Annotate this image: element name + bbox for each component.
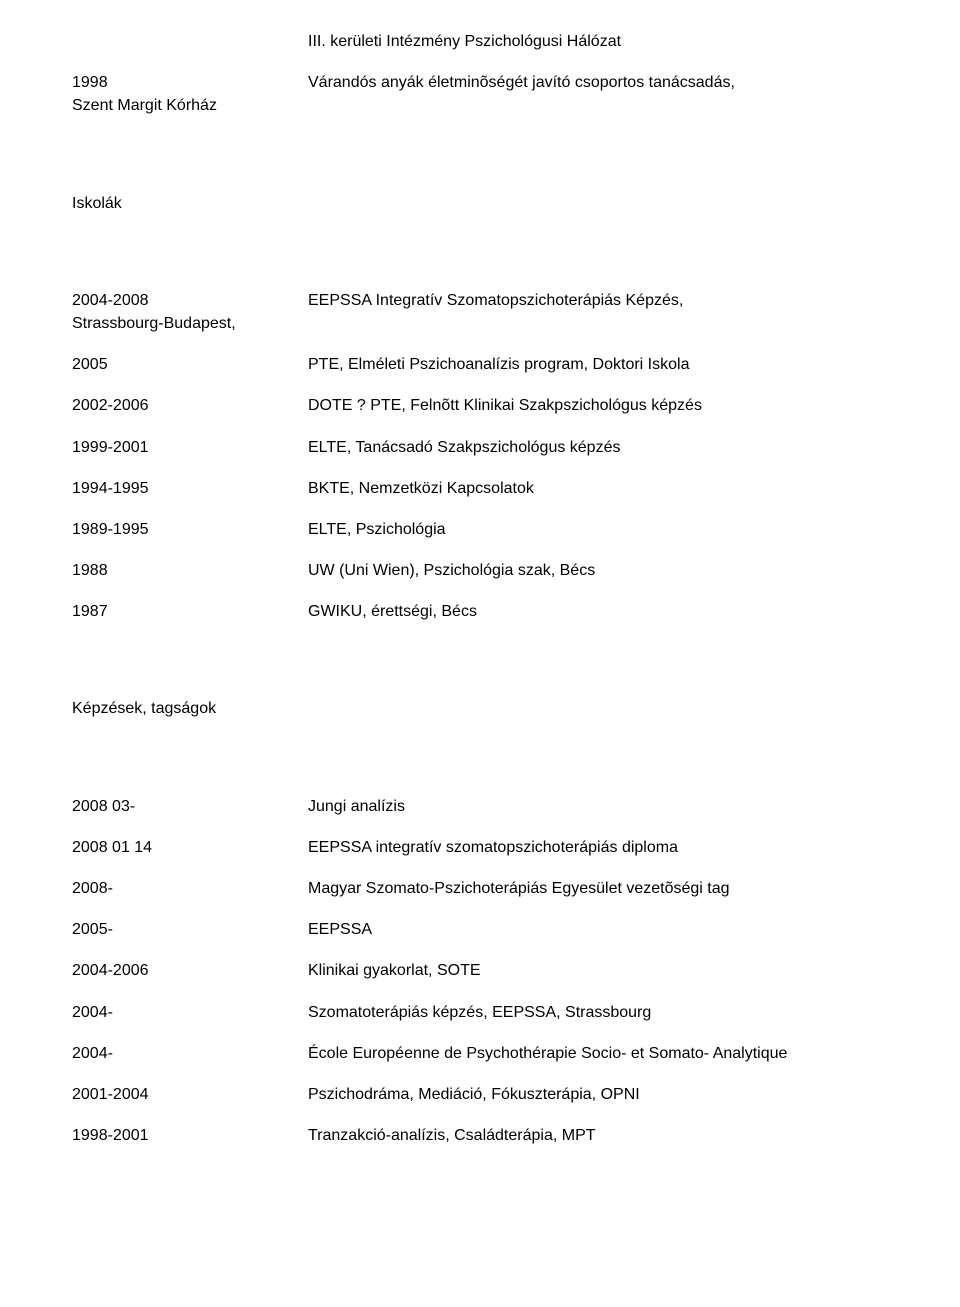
school-desc: ELTE, Pszichológia xyxy=(308,518,888,541)
training-desc: Pszichodráma, Mediáció, Fókuszterápia, O… xyxy=(308,1083,888,1106)
training-row: 1998-2001 Tranzakció-analízis, Családter… xyxy=(72,1124,888,1147)
school-desc: PTE, Elméleti Pszichoanalízis program, D… xyxy=(308,353,888,376)
school-year: 2004-2008 Strassbourg-Budapest, xyxy=(72,289,308,335)
training-desc: Szomatoterápiás képzés, EEPSSA, Strassbo… xyxy=(308,1001,888,1024)
training-row: 2004- Szomatoterápiás képzés, EEPSSA, St… xyxy=(72,1001,888,1024)
school-desc: BKTE, Nemzetközi Kapcsolatok xyxy=(308,477,888,500)
header-left: 1998 Szent Margit Kórház xyxy=(72,71,308,117)
training-desc: EEPSSA integratív szomatopszichoterápiás… xyxy=(308,836,888,859)
training-year: 2008 03- xyxy=(72,795,308,818)
school-row: 1994-1995 BKTE, Nemzetközi Kapcsolatok xyxy=(72,477,888,500)
school-year: 1988 xyxy=(72,559,308,582)
counseling-text: Várandós anyák életminõségét javító csop… xyxy=(308,71,888,94)
network-line: III. kerületi Intézmény Pszichológusi Há… xyxy=(308,30,888,53)
training-year: 1998-2001 xyxy=(72,1124,308,1147)
training-desc: Klinikai gyakorlat, SOTE xyxy=(308,959,888,982)
training-desc: EEPSSA xyxy=(308,918,888,941)
training-desc: Tranzakció-analízis, Családterápia, MPT xyxy=(308,1124,888,1147)
school-row: 2004-2008 Strassbourg-Budapest, EEPSSA I… xyxy=(72,289,888,335)
trainings-heading: Képzések, tagságok xyxy=(72,697,888,720)
school-desc: GWIKU, érettségi, Bécs xyxy=(308,600,888,623)
school-desc: UW (Uni Wien), Pszichológia szak, Bécs xyxy=(308,559,888,582)
school-row: 1988 UW (Uni Wien), Pszichológia szak, B… xyxy=(72,559,888,582)
school-year: 2005 xyxy=(72,353,308,376)
training-row: 2001-2004 Pszichodráma, Mediáció, Fókusz… xyxy=(72,1083,888,1106)
training-year: 2004-2006 xyxy=(72,959,308,982)
school-year-text: 2004-2008 xyxy=(72,289,308,312)
training-year: 2005- xyxy=(72,918,308,941)
school-year: 2002-2006 xyxy=(72,394,308,417)
training-row: 2008- Magyar Szomato-Pszichoterápiás Egy… xyxy=(72,877,888,900)
document-page: III. kerületi Intézmény Pszichológusi Há… xyxy=(0,0,960,1307)
school-row: 1999-2001 ELTE, Tanácsadó Szakpszichológ… xyxy=(72,436,888,459)
school-year-sub: Strassbourg-Budapest, xyxy=(72,312,308,335)
school-year: 1987 xyxy=(72,600,308,623)
school-year: 1989-1995 xyxy=(72,518,308,541)
training-year: 2008- xyxy=(72,877,308,900)
training-desc: Magyar Szomato-Pszichoterápiás Egyesület… xyxy=(308,877,888,900)
header-right: Várandós anyák életminõségét javító csop… xyxy=(308,71,888,94)
schools-heading: Iskolák xyxy=(72,192,888,215)
school-desc: DOTE ? PTE, Felnõtt Klinikai Szakpszicho… xyxy=(308,394,888,417)
training-year: 2004- xyxy=(72,1042,308,1065)
header-row: 1998 Szent Margit Kórház Várandós anyák … xyxy=(72,71,888,117)
training-desc: École Européenne de Psychothérapie Socio… xyxy=(308,1042,888,1065)
school-row: 2002-2006 DOTE ? PTE, Felnõtt Klinikai S… xyxy=(72,394,888,417)
school-year: 1999-2001 xyxy=(72,436,308,459)
training-desc: Jungi analízis xyxy=(308,795,888,818)
training-row: 2004-2006 Klinikai gyakorlat, SOTE xyxy=(72,959,888,982)
year-1998: 1998 xyxy=(72,71,308,94)
training-row: 2004- École Européenne de Psychothérapie… xyxy=(72,1042,888,1065)
school-row: 1987 GWIKU, érettségi, Bécs xyxy=(72,600,888,623)
training-year: 2004- xyxy=(72,1001,308,1024)
school-desc: EEPSSA Integratív Szomatopszichoterápiás… xyxy=(308,289,888,312)
training-year: 2001-2004 xyxy=(72,1083,308,1106)
hospital-name: Szent Margit Kórház xyxy=(72,94,308,117)
school-row: 1989-1995 ELTE, Pszichológia xyxy=(72,518,888,541)
training-row: 2008 03- Jungi analízis xyxy=(72,795,888,818)
training-row: 2005- EEPSSA xyxy=(72,918,888,941)
training-row: 2008 01 14 EEPSSA integratív szomatopszi… xyxy=(72,836,888,859)
school-row: 2005 PTE, Elméleti Pszichoanalízis progr… xyxy=(72,353,888,376)
training-year: 2008 01 14 xyxy=(72,836,308,859)
school-desc: ELTE, Tanácsadó Szakpszichológus képzés xyxy=(308,436,888,459)
school-year: 1994-1995 xyxy=(72,477,308,500)
